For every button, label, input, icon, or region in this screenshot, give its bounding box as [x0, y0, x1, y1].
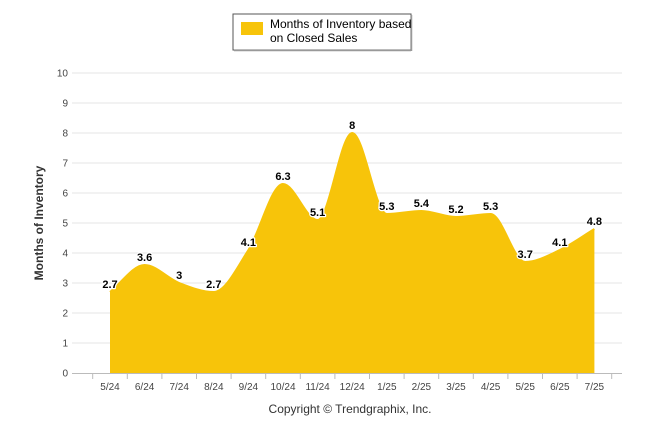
y-tick-label: 4: [62, 249, 68, 260]
x-tick-label: 5/25: [515, 382, 535, 393]
x-tick-label: 2/25: [412, 382, 432, 393]
x-tick-label: 7/25: [585, 382, 605, 393]
x-tick-label: 12/24: [340, 382, 365, 393]
copyright-footer: Copyright © Trendgraphix, Inc.: [269, 402, 432, 416]
data-label: 5.2: [448, 204, 463, 216]
series-line: [109, 131, 595, 294]
legend-label-line1: Months of Inventory based: [270, 17, 411, 31]
data-label: 8: [349, 120, 355, 132]
data-label: 5.1: [310, 207, 325, 219]
data-label: 3: [176, 270, 182, 282]
legend-swatch: [241, 22, 263, 35]
data-label: 2.7: [102, 279, 117, 291]
y-tick-label: 6: [62, 189, 68, 200]
y-tick-label: 5: [62, 219, 68, 230]
series-area: [109, 131, 595, 373]
x-tick-label: 5/24: [100, 382, 120, 393]
x-tick-label: 4/25: [481, 382, 501, 393]
x-tick-label: 8/24: [204, 382, 224, 393]
data-label: 3.7: [518, 249, 533, 261]
y-tick-label: 2: [62, 309, 68, 320]
y-axis-title: Months of Inventory: [32, 165, 46, 280]
data-label: 5.4: [414, 198, 430, 210]
x-tick-label: 3/25: [446, 382, 466, 393]
x-tick-label: 6/25: [550, 382, 570, 393]
data-label: 2.7: [206, 279, 221, 291]
x-tick-label: 1/25: [377, 382, 397, 393]
data-labels: 2.7 3.6 3 2.7 4.1 6.3 5.1 8 5.3 5.4 5.2 5.3 3.7 4.1 4.…: [101, 119, 603, 293]
data-label: 5.3: [483, 201, 498, 213]
y-tick-label: 9: [62, 99, 68, 110]
y-tick-label: 7: [62, 159, 68, 170]
y-tick-label: 0: [62, 369, 68, 380]
legend-label-line2: on Closed Sales: [270, 31, 357, 45]
x-tick-label: 11/24: [305, 382, 330, 393]
y-tick-label: 10: [57, 69, 69, 80]
legend: Months of Inventory based on Closed Sale…: [232, 13, 413, 52]
data-label: 4.1: [552, 237, 567, 249]
data-label: 6.3: [275, 171, 290, 183]
x-tick-label: 10/24: [270, 382, 295, 393]
x-tick-label: 9/24: [239, 382, 259, 393]
data-label: 5.3: [379, 201, 394, 213]
x-tick-label: 7/24: [169, 382, 189, 393]
data-label: 4.8: [587, 216, 602, 228]
data-label: 3.6: [137, 252, 152, 264]
axes: 0 1 2 3 4 5 6 7 8 9 10 5/24 6/24 7/24 8/24 9/24 10/24 11/…: [57, 69, 622, 393]
data-label: 4.1: [241, 237, 256, 249]
x-tick-label: 6/24: [135, 382, 155, 393]
y-tick-label: 3: [62, 279, 68, 290]
y-tick-label: 8: [62, 129, 68, 140]
series-area-fill: [110, 133, 595, 373]
y-tick-label: 1: [62, 339, 68, 350]
